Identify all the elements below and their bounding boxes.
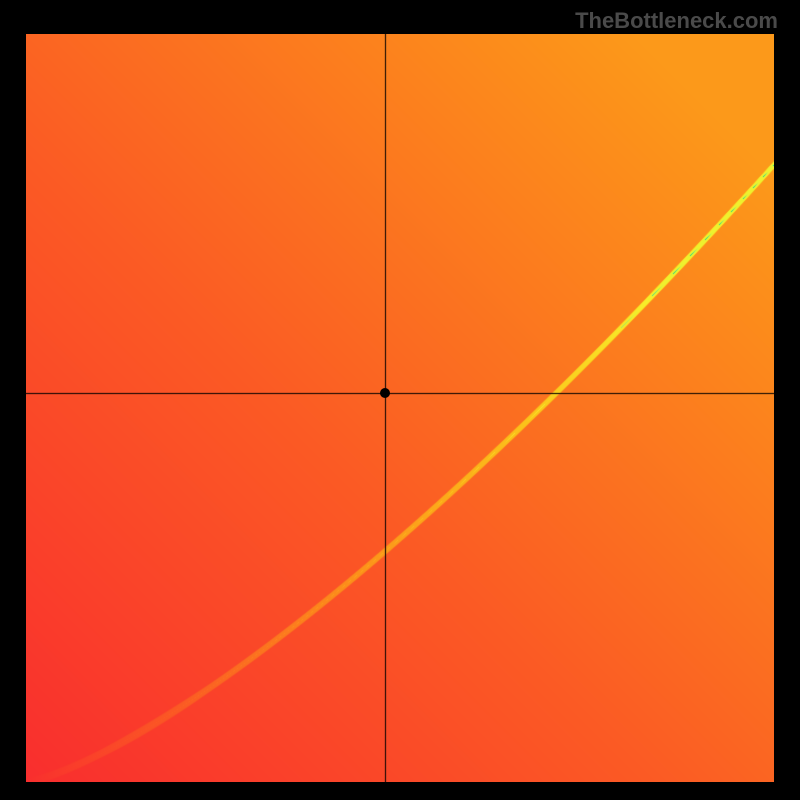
heatmap-canvas xyxy=(26,34,774,782)
plot-area xyxy=(26,34,774,782)
chart-container: TheBottleneck.com xyxy=(0,0,800,800)
watermark: TheBottleneck.com xyxy=(575,8,778,34)
crosshair-marker xyxy=(380,388,390,398)
